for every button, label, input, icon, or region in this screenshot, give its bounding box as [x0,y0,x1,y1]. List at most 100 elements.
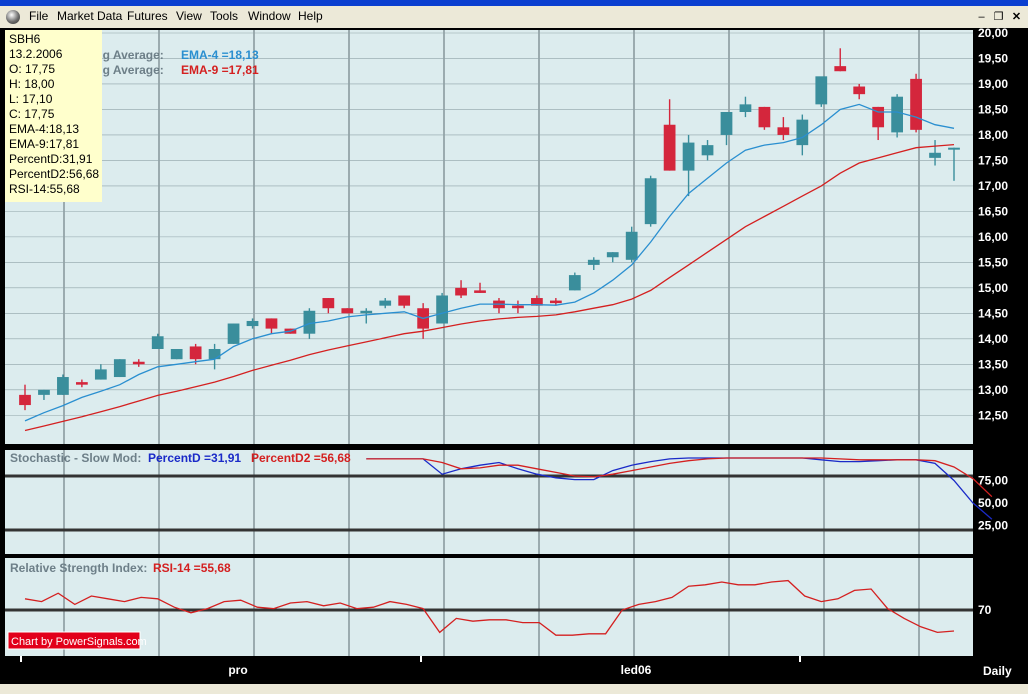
candle-body-up [606,252,619,258]
candle-body-up [227,323,240,344]
rsi-legend-title: Relative Strength Index: [10,561,147,575]
menu-view[interactable]: View [176,9,202,23]
candle-body-up [720,112,733,135]
menu-bar: File Market Data Futures View Tools Wind… [0,6,1028,29]
ema-9-line [24,143,955,432]
candle-body-up [587,259,600,265]
ema-slow-legend-value: EMA-9 =17,81 [181,63,259,77]
candle-body-up [57,377,69,395]
candle-body-up [170,349,183,360]
restore-icon[interactable]: ❐ [993,11,1004,23]
candle-body-up [948,147,960,150]
price-y-tick-label: 13,00 [978,383,1008,397]
menu-futures[interactable]: Futures [127,9,168,23]
menu-window[interactable]: Window [248,9,291,23]
candle-body-down [341,308,354,314]
price-y-tick-label: 17,50 [978,153,1008,167]
info-box-line: H: 18,00 [9,77,55,91]
candle-body-down [76,382,88,385]
candle-body-down [834,66,847,72]
candle-body-down [777,127,790,135]
price-y-tick-label: 14,50 [978,306,1008,320]
candle-body-down [455,287,467,296]
rsi-panel[interactable] [5,558,973,656]
candle-body-up [682,142,695,171]
candle-body-up [568,275,581,291]
candle-body-down [265,318,278,329]
percentd2-line [366,457,993,498]
minimize-icon[interactable]: – [978,11,985,23]
info-box-line: 13.2.2006 [9,47,63,61]
info-box-line: EMA-9:17,81 [9,137,79,151]
rsi-legend-value: RSI-14 =55,68 [153,561,231,575]
candle-body-down [549,300,562,304]
x-label-pro: pro [228,663,247,677]
menu-tools[interactable]: Tools [210,9,239,23]
ema-slow-legend-prefix: ing Average: [92,63,164,77]
candle-body-up [739,104,752,112]
ema-fast-legend-prefix: ing Average: [92,48,164,62]
candle-body-up [379,300,392,306]
status-strip [0,684,1028,694]
candle-body-up [303,310,316,334]
price-y-tick-label: 19,50 [978,51,1008,65]
stochastic-legend-title: Stochastic - Slow Mod: [10,451,141,465]
percentd-legend-value: PercentD =31,91 [148,451,241,465]
reference-lines [5,474,973,612]
candle-body-down [758,106,771,128]
watermark: Chart by PowerSignals.com [7,631,147,650]
title-bar [0,0,1028,6]
stochastic-panel[interactable] [5,450,973,554]
candle-body-up [929,152,941,158]
candle-body-up [94,369,107,380]
watermark-text: Chart by PowerSignals.com [11,636,147,648]
price-y-tick-label: 12,50 [978,408,1008,422]
price-y-tick-label: 14,00 [978,332,1008,346]
info-box-line: C: 17,75 [9,107,55,121]
candle-body-down [398,295,411,306]
price-y-tick-label: 18,50 [978,102,1008,116]
info-box-line: EMA-4:18,13 [9,122,79,136]
info-box-line: PercentD:31,91 [9,152,93,166]
info-box-line: PercentD2:56,68 [9,167,99,181]
candle-body-up [38,389,50,395]
watermark-badge [7,631,141,650]
price-y-tick-label: 15,50 [978,255,1008,269]
price-y-tick-label: 19,00 [978,77,1008,91]
candle-body-down [853,86,866,95]
candle-body-up [113,359,126,378]
candle-body-down [474,290,486,293]
price-y-tick-label: 18,00 [978,128,1008,142]
rsi-line [24,579,955,636]
indicator-lines [24,103,993,636]
app-globe-icon[interactable] [6,10,20,24]
candle-body-up [436,295,448,324]
stochastic-y-tick-label: 50,00 [978,496,1008,510]
candle-body-up [208,349,221,360]
menu-help[interactable]: Help [298,9,323,23]
menu-market-data[interactable]: Market Data [57,9,123,23]
price-y-tick-label: 20,00 [978,28,1008,40]
price-y-tick-label: 13,50 [978,357,1008,371]
menu-file[interactable]: File [29,9,49,23]
info-box-line: RSI-14:55,68 [9,182,80,196]
chart-area[interactable]: 20,00 19,50 19,00 18,50 18,00 17,50 17,00 16,50… [0,28,1028,684]
ema-4-line [24,103,955,422]
candle-body-up [644,178,657,225]
info-box-line: L: 17,10 [9,92,53,106]
price-y-tick-label: 16,00 [978,230,1008,244]
period-label: Daily [983,664,1012,678]
candle-body-up [246,320,259,327]
price-y-tick-label: 17,00 [978,179,1008,193]
stochastic-y-tick-label: 75,00 [978,474,1008,488]
candle-body-up [891,96,903,133]
x-label-led06: led06 [621,663,652,677]
rsi-y-tick-label: 70 [978,603,992,617]
candle-body-up [625,231,638,260]
info-box-line: O: 17,75 [9,62,55,76]
stochastic-y-tick-label: 25,00 [978,519,1008,533]
candle-body-up [796,119,809,146]
close-icon[interactable]: ✕ [1011,11,1022,23]
info-box-background [5,30,102,202]
